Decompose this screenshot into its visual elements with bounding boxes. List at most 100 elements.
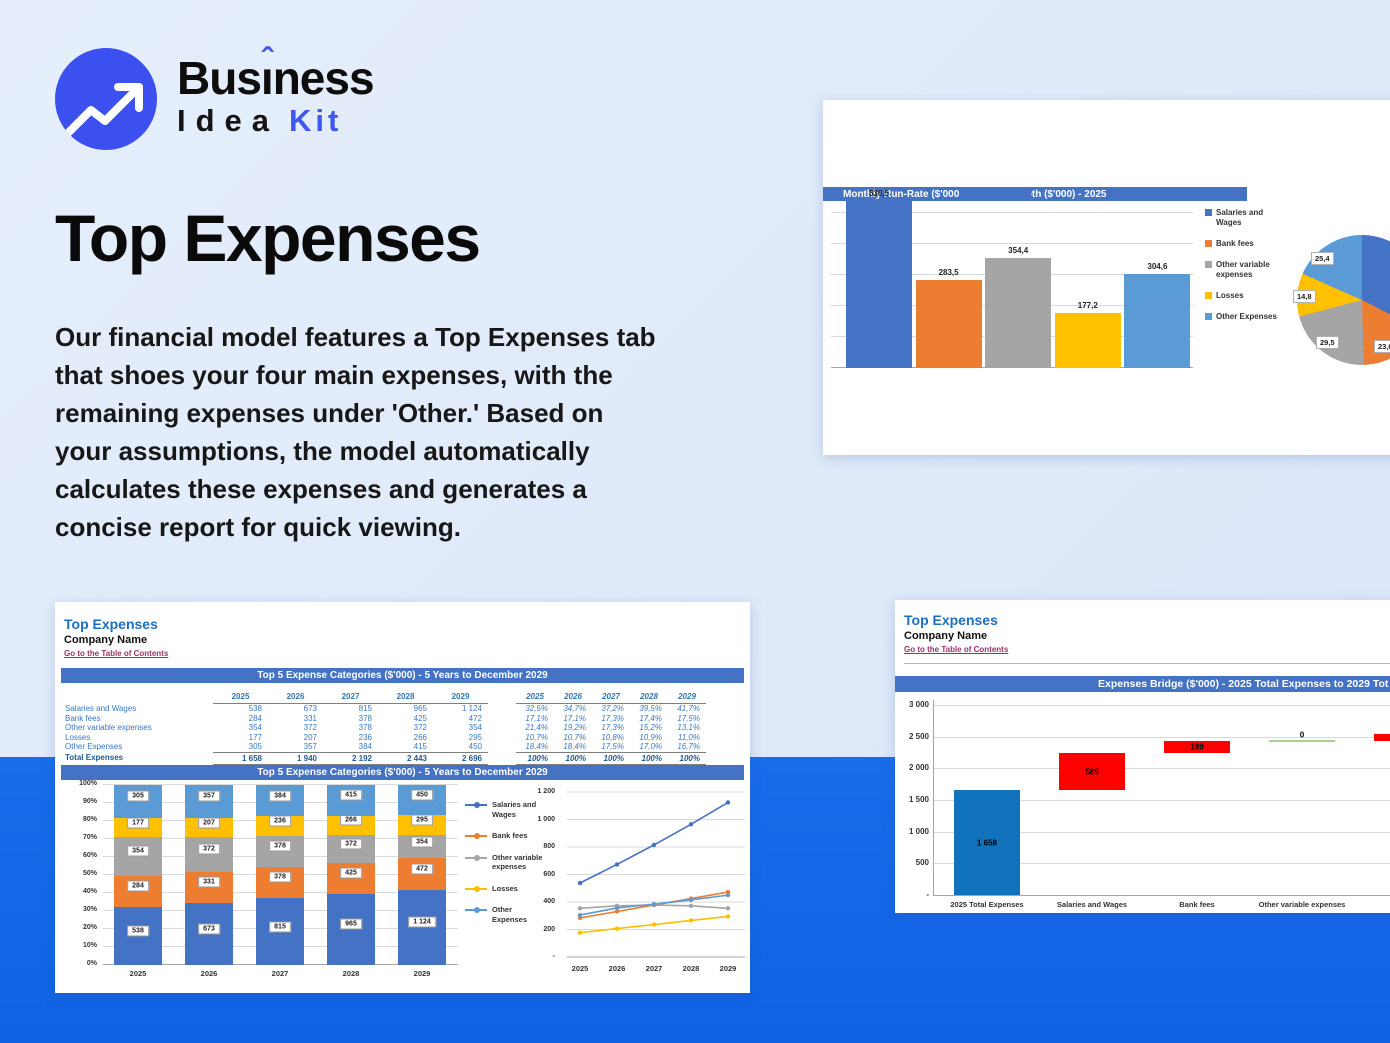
bridge-ytick: 500	[915, 858, 929, 868]
brand-header: Busı ˆ ness Idea Kit	[55, 42, 375, 150]
value-cell: 354	[468, 723, 482, 732]
line-point	[577, 930, 583, 935]
line-point	[725, 892, 731, 898]
brand-word-idea-kit: Idea Kit	[177, 103, 343, 138]
table-gap	[488, 690, 516, 704]
total-value-cell: 2 696	[433, 751, 488, 765]
pct-cell: 10,8%	[601, 732, 624, 742]
divider	[904, 663, 1390, 664]
line-point	[688, 822, 694, 827]
legend-label: Other variable expenses	[1216, 260, 1270, 279]
legend-item-losses: Losses	[1205, 291, 1283, 301]
value-cell: 673	[303, 704, 317, 713]
bridge-y-axis	[933, 700, 934, 895]
bridge-section-header: Expenses Bridge ($'000) - 2025 Total Exp…	[895, 676, 1390, 692]
depth-card-header: Expenses Depth ($'000) - 2025 Monthly Ru…	[823, 187, 1390, 201]
stacked-segment-value: 295	[411, 814, 433, 826]
value-cell: 425	[413, 713, 427, 723]
waterfall-chart: 3 000 2 500 2 000 1 500 1 000 500 - 1 658 2025 T…	[895, 600, 1390, 913]
total-value-cell: 2 443	[378, 751, 433, 765]
stacked-segment-value: 378	[269, 871, 291, 883]
pct-cell: 37,2%	[601, 704, 624, 713]
top5-chart-header: Top 5 Expense Categories ($'000) - 5 Yea…	[61, 765, 744, 780]
depth-bar-value: 283,5	[938, 268, 959, 278]
value-cell: 415	[413, 742, 427, 751]
pct-cell: 17,1%	[525, 713, 548, 723]
bridge-gridline	[933, 768, 1390, 770]
line-xtick: 2025	[571, 964, 589, 973]
depth-gridline	[831, 212, 1193, 213]
stacked-segment-value: 354	[411, 836, 433, 848]
legend-item-other-expenses: Other Expenses	[465, 905, 547, 924]
waterfall-value: 118	[1377, 733, 1390, 742]
bridge-gridline	[933, 736, 1390, 738]
line-point	[688, 897, 694, 903]
legend-item-salaries-and-wages: Salaries and Wages	[465, 800, 547, 819]
legend-label: Losses	[1216, 291, 1244, 300]
value-cell: 295	[468, 732, 482, 742]
table-of-contents-link[interactable]: Go to the Table of Contents	[64, 649, 169, 658]
year-header: 2027	[323, 690, 378, 704]
waterfall-bar-2025-total-expenses	[954, 790, 1020, 895]
line-point	[577, 912, 583, 918]
bridge-ytick: 2 500	[908, 731, 929, 741]
stacked-bar-chart: 538 284 354 177 305 673 331 372 207 357 815 378 378 2…	[103, 784, 458, 965]
legend-label: Other Expenses	[492, 905, 528, 924]
stacked-segment-value: 372	[198, 843, 220, 855]
waterfall-value: 189	[1190, 742, 1204, 752]
table-gap	[488, 742, 516, 752]
expenses-bridge-card: Top Expenses Company Name Go to the Tabl…	[895, 600, 1390, 913]
legend-item-other-variable-expenses: Other variable expenses	[1205, 260, 1283, 280]
stacked-segment-value: 450	[411, 789, 433, 801]
table-corner	[65, 690, 213, 704]
stacked-segment-value: 415	[340, 789, 362, 801]
sheet-title: Top Expenses	[904, 612, 998, 628]
stacked-chart-legend: Salaries and Wages Bank fees Other variabl…	[465, 800, 547, 936]
legend-label: Bank fees	[492, 831, 528, 840]
stacked-ytick: 80%	[82, 816, 97, 823]
value-cell: 207	[303, 732, 317, 742]
depth-bar-losses	[1054, 313, 1121, 368]
legend-dot-icon	[474, 802, 480, 808]
table-gap	[488, 752, 516, 765]
stacked-ytick: 50%	[82, 870, 97, 877]
legend-item-salaries-and-wages: Salaries and Wages	[1205, 208, 1283, 228]
stacked-segment-value: 305	[127, 790, 149, 802]
company-name: Company Name	[64, 634, 148, 646]
stacked-ytick: 20%	[82, 924, 97, 931]
brand-wordmark: Busı ˆ ness Idea Kit	[177, 42, 375, 138]
stacked-ytick: 100%	[79, 780, 97, 787]
pct-cell: 17,5%	[677, 713, 700, 723]
line-point	[651, 902, 657, 907]
stacked-segment-value: 538	[127, 925, 149, 937]
stacked-ytick: 70%	[82, 834, 97, 841]
bridge-ytick: 3 000	[908, 700, 929, 710]
pie-slice-label-losses: 14,8	[1293, 290, 1316, 303]
stacked-ytick: 40%	[82, 888, 97, 895]
legend-swatch-icon	[1205, 209, 1212, 216]
year-header: 2025	[213, 690, 268, 704]
intro-line: that shoes your four main expenses, with…	[55, 360, 613, 390]
line-point	[725, 889, 731, 895]
legend-item-other-variable-expenses: Other variable expenses	[465, 853, 547, 872]
row-label-other-variable-expenses: Other variable expenses	[65, 723, 152, 732]
legend-line-marker-icon	[465, 854, 487, 861]
depth-bar-value: 538,5	[868, 189, 890, 199]
value-cell: 372	[413, 723, 427, 732]
line-ytick: 200	[543, 925, 555, 933]
value-cell: 177	[248, 732, 262, 742]
table-of-contents-link[interactable]: Go to the Table of Contents	[904, 645, 1009, 654]
expenses-depth-card: Expenses Depth ($'000) - 2025 Monthly Ru…	[823, 100, 1390, 455]
pct-cell: 15,2%	[639, 723, 662, 732]
stacked-segment-value: 266	[340, 814, 362, 826]
line-point	[651, 842, 657, 848]
line-ytick: -	[552, 953, 555, 960]
bridge-x-axis	[933, 895, 1390, 896]
pct-cell: 32,5%	[525, 704, 548, 713]
waterfall-category-label: 2025 Total Expenses	[950, 900, 1024, 909]
row-label-losses: Losses	[65, 732, 91, 742]
stacked-segment-value: 357	[198, 790, 220, 802]
depth-bar-value: 177,2	[1077, 301, 1098, 311]
value-cell: 378	[358, 713, 372, 723]
